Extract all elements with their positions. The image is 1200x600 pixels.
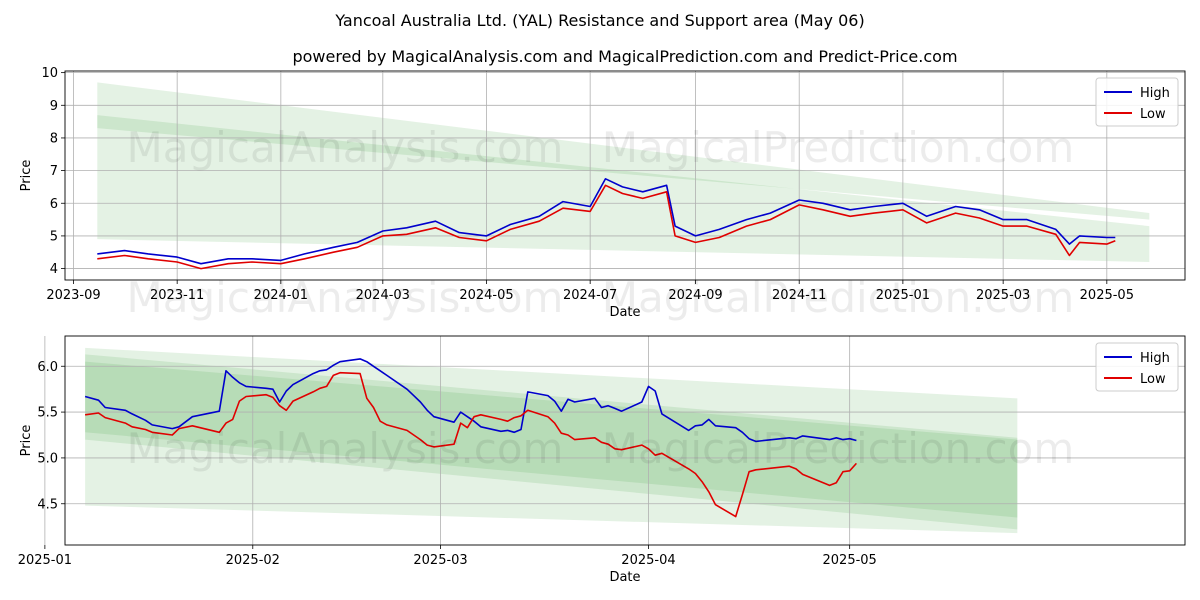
- upper-chart-panel: 2023-09 2023-11 2024-01 2024-03 2024-05 2024-…: [19, 66, 1186, 320]
- x-tick-label: 2025-01: [876, 288, 930, 303]
- y-tick-label: 9: [50, 99, 58, 114]
- watermark-left-top: MagicalAnalysis.com: [127, 123, 564, 172]
- chart-subtitle: powered by MagicalAnalysis.com and Magic…: [292, 47, 957, 66]
- y-axis-label: Price: [19, 160, 34, 192]
- series-line-low: [84, 371, 857, 518]
- x-tick-label: 2024-07: [563, 288, 617, 303]
- x-tick-label: 2024-01: [254, 288, 308, 303]
- legend-label-high: High: [1140, 86, 1170, 101]
- watermark-right-mid: MagicalPrediction.com: [602, 273, 1075, 322]
- legend-label-low: Low: [1140, 107, 1166, 122]
- y-tick-label: 4: [50, 262, 58, 277]
- watermark-right-top: MagicalPrediction.com: [602, 123, 1075, 172]
- series-line-high: [97, 178, 1116, 265]
- y-tick-label: 10: [41, 66, 58, 81]
- x-axis-label: Date: [609, 570, 640, 585]
- x-tick-label: 2024-03: [356, 288, 410, 303]
- x-tick-label: 2024-11: [772, 288, 826, 303]
- y-axis-label: Price: [19, 425, 34, 457]
- x-tick-label: 2025-05: [1080, 288, 1134, 303]
- y-tick-label: 7: [50, 164, 58, 179]
- watermark-left-bottom: MagicalAnalysis.com: [127, 424, 564, 473]
- legend-label-low: Low: [1140, 372, 1166, 387]
- lower-chart-panel: 2025-01 2025-02 2025-03 2025-04 2025-05 4.5 5.…: [18, 335, 1186, 585]
- series-line-high: [84, 358, 857, 443]
- chart-title: Yancoal Australia Ltd. (YAL) Resistance …: [334, 11, 864, 30]
- x-tick-label: 2025-02: [226, 553, 280, 568]
- legend: High Low: [1095, 342, 1179, 392]
- y-tick-label: 5: [50, 229, 58, 244]
- x-tick-label: 2025-03: [976, 288, 1030, 303]
- y-tick-label: 5.5: [37, 406, 58, 421]
- support-resistance-band: [97, 115, 1150, 263]
- support-resistance-band: [85, 361, 1018, 518]
- watermark-right-bottom: MagicalPrediction.com: [602, 424, 1075, 473]
- x-tick-label: 2025-05: [823, 553, 877, 568]
- x-tick-label: 2024-09: [668, 288, 722, 303]
- legend-label-high: High: [1140, 351, 1170, 366]
- y-tick-label: 6: [50, 197, 58, 212]
- y-tick-label: 6.0: [37, 360, 58, 375]
- watermark-left-mid: MagicalAnalysis.com: [127, 273, 564, 322]
- x-tick-label: 2023-11: [150, 288, 204, 303]
- x-axis-label: Date: [609, 305, 640, 320]
- x-tick-label: 2025-03: [413, 553, 467, 568]
- x-tick-label: 2025-01: [18, 553, 72, 568]
- support-resistance-band: [97, 82, 1150, 220]
- y-tick-label: 5.0: [37, 451, 58, 466]
- support-resistance-band: [85, 354, 1018, 530]
- x-tick-label: 2025-04: [621, 553, 675, 568]
- support-resistance-band: [85, 347, 1018, 534]
- y-tick-label: 8: [50, 131, 58, 146]
- x-tick-label: 2024-05: [459, 288, 513, 303]
- plot-frame: [64, 70, 1186, 281]
- plot-frame: [64, 335, 1186, 546]
- y-tick-label: 4.5: [37, 497, 58, 512]
- series-line-low: [97, 184, 1116, 270]
- x-tick-label: 2023-09: [46, 288, 100, 303]
- legend: High Low: [1095, 77, 1179, 127]
